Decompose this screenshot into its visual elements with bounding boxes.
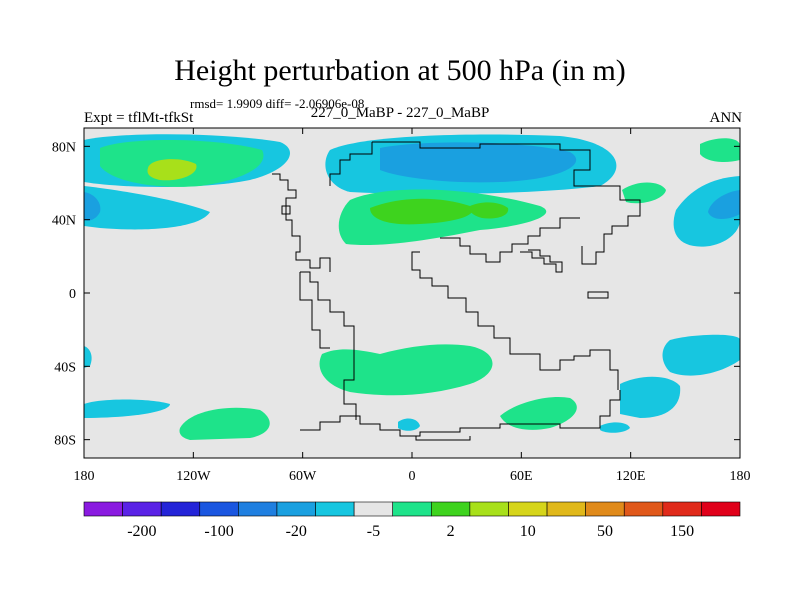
colorbar-label: 50 [597, 523, 613, 540]
colorbar-swatch [392, 501, 432, 517]
colorbar-label: -20 [286, 523, 307, 540]
anomaly-region [500, 396, 577, 430]
anomaly-region [469, 202, 509, 219]
anomaly-region [673, 176, 740, 247]
y-tick-label: 80S [54, 434, 76, 449]
colorbar-label: -200 [127, 523, 156, 540]
colorbar-swatch [276, 501, 316, 517]
colorbar-swatch [469, 501, 509, 517]
x-tick-label: 60W [289, 469, 317, 484]
anomaly-region [370, 198, 473, 225]
colorbar-label: 150 [670, 523, 694, 540]
x-tick-label: 180 [74, 469, 95, 484]
x-tick-label: 120E [616, 469, 646, 484]
x-tick-label: 120W [176, 469, 211, 484]
colorbar-swatch [315, 501, 355, 517]
anomaly-region [84, 192, 101, 221]
land-outline [272, 141, 641, 441]
colorbar-swatch [160, 501, 201, 517]
colorbar-swatch [546, 501, 586, 517]
anomaly-region [84, 186, 210, 230]
x-axis: 180 120W 60W 0 60E 120E 180 [74, 128, 751, 484]
y-tick-label: 40S [54, 360, 76, 375]
y-tick-label: 0 [69, 287, 76, 302]
colorbar-swatch [199, 501, 239, 517]
colorbar-swatch [430, 501, 471, 517]
anomaly-region [662, 334, 740, 376]
anomaly-region [84, 346, 92, 368]
anomaly-region [620, 376, 681, 418]
colorbar-label: -5 [367, 523, 380, 540]
colorbar-swatch [701, 501, 741, 517]
colorbar-swatch [353, 501, 394, 517]
experiment-label: Expt = tflMt-tfkSt [84, 110, 194, 126]
anomaly-region [708, 190, 740, 219]
anomaly-region [380, 142, 577, 183]
anomaly-region [622, 182, 666, 204]
y-axis: 80N 40N 0 40S 80S [52, 140, 740, 449]
x-tick-label: 60E [510, 469, 533, 484]
anomaly-region [179, 407, 270, 440]
x-tick-label: 0 [409, 469, 416, 484]
anomaly-region [600, 422, 630, 433]
anomaly-region [84, 399, 170, 418]
colorbar-label: 2 [447, 523, 455, 540]
season-label: ANN [709, 110, 743, 126]
colorbar-swatch [623, 501, 664, 517]
contour-fills [84, 134, 740, 440]
anomaly-region [700, 138, 740, 162]
y-tick-label: 40N [52, 214, 76, 229]
colorbar-swatch [83, 501, 123, 517]
colorbar-label: 10 [520, 523, 536, 540]
anomaly-region [398, 418, 420, 431]
figure-title: Height perturbation at 500 hPa (in m) [174, 54, 626, 87]
x-tick-label: 180 [730, 469, 751, 484]
colorbar-swatch [508, 501, 548, 517]
colorbar-swatch [122, 501, 162, 517]
colorbar-label: -100 [204, 523, 233, 540]
subtitle: 227_0_MaBP - 227_0_MaBP [310, 105, 490, 121]
colorbar-swatch [662, 501, 702, 517]
anomaly-region [147, 159, 197, 181]
colorbar: -200 -100 -20 -5 2 10 50 150 [83, 501, 741, 540]
anomaly-region [319, 344, 493, 396]
y-tick-label: 80N [52, 140, 76, 155]
colorbar-swatch [585, 501, 625, 517]
colorbar-swatch [238, 501, 278, 517]
stats-text: rmsd= 1.9909 diff= -2.06906e-08 [190, 96, 365, 111]
